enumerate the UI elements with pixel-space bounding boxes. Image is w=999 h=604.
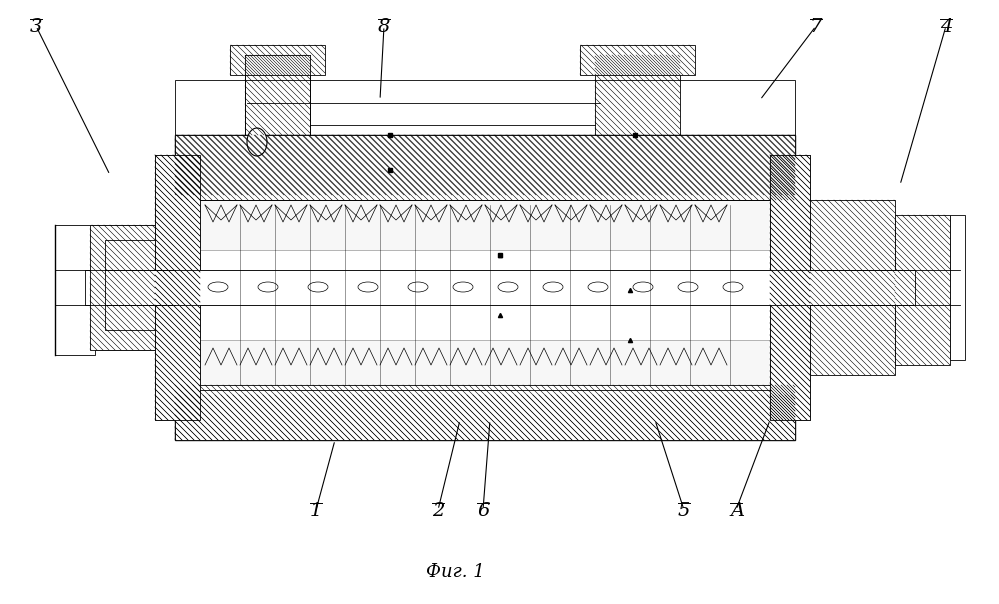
Polygon shape bbox=[580, 45, 695, 75]
Ellipse shape bbox=[356, 283, 374, 292]
Polygon shape bbox=[175, 135, 795, 195]
Ellipse shape bbox=[541, 283, 559, 292]
Ellipse shape bbox=[201, 283, 219, 292]
Ellipse shape bbox=[543, 282, 563, 292]
Polygon shape bbox=[770, 155, 810, 420]
Text: 6: 6 bbox=[477, 502, 490, 520]
Polygon shape bbox=[155, 155, 200, 420]
Polygon shape bbox=[175, 395, 795, 440]
Ellipse shape bbox=[451, 283, 469, 292]
Text: 3: 3 bbox=[30, 18, 42, 36]
Polygon shape bbox=[770, 155, 810, 420]
Ellipse shape bbox=[406, 283, 424, 292]
Ellipse shape bbox=[247, 128, 267, 156]
Text: Фиг. 1: Фиг. 1 bbox=[426, 563, 485, 581]
Text: 5: 5 bbox=[678, 502, 690, 520]
Polygon shape bbox=[90, 225, 155, 350]
Text: 2: 2 bbox=[432, 502, 445, 520]
Bar bbox=[55, 225, 95, 355]
Text: A: A bbox=[730, 502, 744, 520]
Text: 7: 7 bbox=[810, 18, 822, 36]
Ellipse shape bbox=[311, 283, 329, 292]
Ellipse shape bbox=[676, 283, 694, 292]
Polygon shape bbox=[595, 55, 680, 135]
Ellipse shape bbox=[258, 282, 278, 292]
Polygon shape bbox=[230, 45, 325, 75]
Polygon shape bbox=[810, 200, 895, 375]
Ellipse shape bbox=[208, 282, 228, 292]
Bar bbox=[175, 135, 795, 440]
Ellipse shape bbox=[721, 283, 739, 292]
Ellipse shape bbox=[586, 283, 604, 292]
Ellipse shape bbox=[496, 283, 514, 292]
Polygon shape bbox=[175, 385, 795, 440]
Polygon shape bbox=[155, 155, 200, 420]
Polygon shape bbox=[175, 135, 795, 200]
Text: 1: 1 bbox=[310, 502, 323, 520]
Ellipse shape bbox=[308, 282, 328, 292]
Ellipse shape bbox=[631, 283, 649, 292]
Polygon shape bbox=[200, 340, 770, 390]
Ellipse shape bbox=[256, 283, 274, 292]
Ellipse shape bbox=[408, 282, 428, 292]
Ellipse shape bbox=[678, 282, 698, 292]
Ellipse shape bbox=[633, 282, 653, 292]
Polygon shape bbox=[85, 270, 915, 305]
Polygon shape bbox=[245, 55, 310, 135]
Bar bbox=[175, 80, 795, 135]
Ellipse shape bbox=[358, 282, 378, 292]
Ellipse shape bbox=[588, 282, 608, 292]
Ellipse shape bbox=[498, 282, 518, 292]
Polygon shape bbox=[90, 225, 155, 350]
Polygon shape bbox=[85, 270, 915, 305]
Text: 4: 4 bbox=[940, 18, 952, 36]
Polygon shape bbox=[200, 200, 770, 250]
Polygon shape bbox=[895, 215, 950, 365]
Bar bbox=[950, 215, 965, 360]
Ellipse shape bbox=[723, 282, 743, 292]
Text: 8: 8 bbox=[378, 18, 391, 36]
Ellipse shape bbox=[453, 282, 473, 292]
